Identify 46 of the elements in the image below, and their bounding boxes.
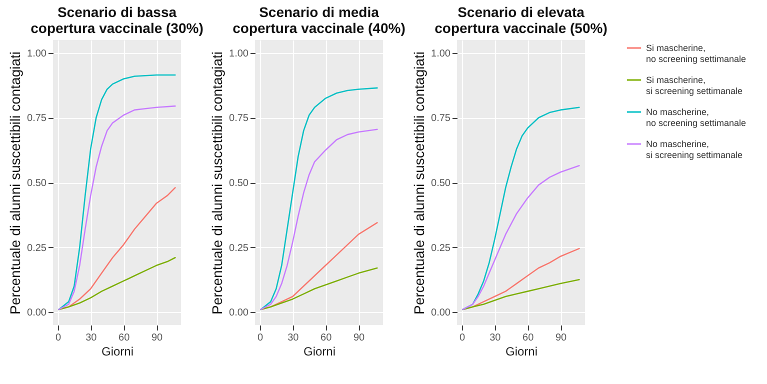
y-tick-label: 0.25: [431, 242, 451, 254]
y-tick-label: 0.75: [229, 113, 249, 124]
legend-label: Si mascherine, no screening settimanale: [646, 43, 746, 64]
x-tick-label: 60: [320, 332, 332, 344]
legend-label: No mascherine, no screening settimanale: [646, 107, 746, 128]
legend-label: Si mascherine, si screening settimanale: [646, 75, 743, 96]
y-tick-label: 0.75: [27, 113, 47, 124]
x-axis-title: Giorni: [101, 344, 134, 358]
x-tick-label: 90: [555, 332, 568, 344]
x-tick-label: 0: [55, 332, 62, 344]
y-axis-title: Percentuale di alunni suscettibili contagiati: [411, 51, 428, 315]
line-series: [260, 267, 378, 310]
y-tick-label: 0.50: [27, 178, 47, 189]
x-axis-title: Giorni: [505, 344, 538, 358]
x-axis-title: Giorni: [303, 344, 336, 358]
x-tick-label: 30: [288, 332, 300, 344]
line-series: [58, 256, 176, 310]
y-tick-label: 0.00: [27, 308, 47, 319]
y-tick-label: 0.00: [431, 308, 451, 319]
x-tick-label: 60: [118, 332, 130, 344]
line-series: [462, 279, 580, 310]
x-tick-label: 90: [151, 332, 164, 344]
line-series: [260, 87, 378, 310]
x-tick-label: 0: [459, 332, 466, 344]
y-tick-label: 1.00: [229, 48, 249, 60]
x-tick-label: 90: [353, 332, 366, 344]
y-tick-label: 0.25: [27, 242, 47, 254]
x-tick-label: 30: [490, 332, 502, 344]
legend-label: No mascherine, si screening settimanale: [646, 139, 743, 160]
y-tick-label: 1.00: [27, 48, 47, 60]
line-series: [260, 128, 378, 310]
chart-title: Scenario di media copertura vaccinale (40%): [232, 4, 406, 36]
y-tick-label: 1.00: [431, 48, 451, 60]
y-axis-title: Percentuale di alunni suscettibili contagiati: [7, 51, 24, 315]
chart-title: Scenario di bassa copertura vaccinale (30%): [30, 4, 204, 36]
y-tick-label: 0.50: [229, 178, 249, 189]
y-axis-title: Percentuale di alunni suscettibili contagiati: [209, 51, 226, 315]
x-tick-label: 30: [86, 332, 98, 344]
x-tick-label: 60: [522, 332, 534, 344]
line-series: [462, 165, 580, 310]
x-tick-label: 0: [257, 332, 264, 344]
y-tick-label: 0.00: [229, 308, 249, 319]
y-tick-label: 0.25: [229, 242, 249, 254]
y-tick-label: 0.75: [431, 113, 451, 124]
y-tick-label: 0.50: [431, 178, 451, 189]
chart-title: Scenario di elevata copertura vaccinale (50%): [434, 4, 608, 36]
